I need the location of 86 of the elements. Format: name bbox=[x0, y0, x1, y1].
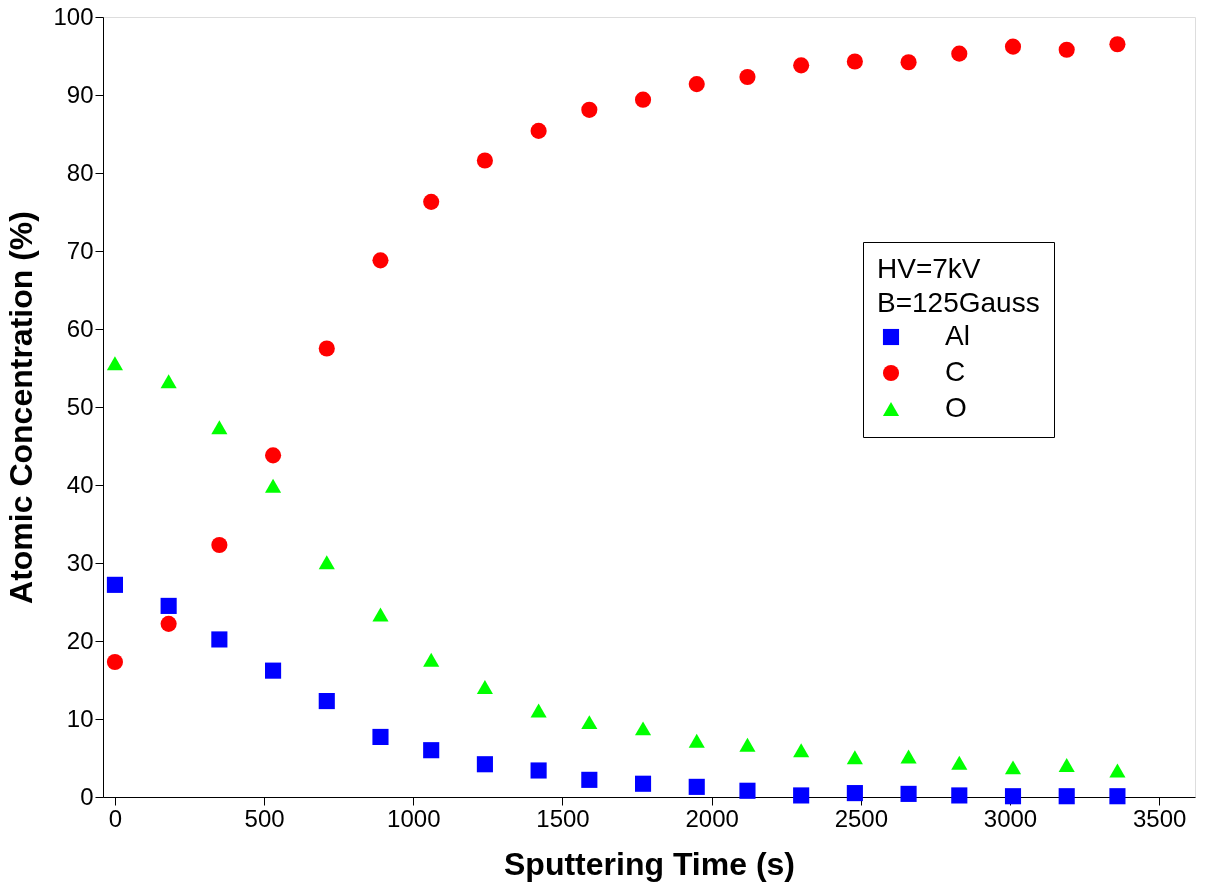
x-tick-label: 500 bbox=[244, 804, 285, 832]
point bbox=[476, 680, 493, 694]
x-tick-label: 1000 bbox=[387, 804, 441, 832]
point bbox=[1004, 38, 1022, 55]
point bbox=[372, 728, 389, 745]
point bbox=[1109, 763, 1126, 778]
y-tick-label: 0 bbox=[80, 782, 94, 810]
x-axis-title: Sputtering Time (s) bbox=[504, 845, 795, 882]
point bbox=[530, 703, 547, 718]
point bbox=[265, 478, 282, 493]
x-tick-label: 3500 bbox=[1133, 804, 1187, 832]
point bbox=[1058, 788, 1075, 805]
point bbox=[1058, 41, 1075, 58]
y-tick-label: 80 bbox=[66, 158, 94, 186]
text: HV=7kV bbox=[877, 253, 981, 284]
point bbox=[476, 152, 493, 169]
point bbox=[688, 733, 705, 748]
y-tick-label: 30 bbox=[66, 548, 94, 576]
x-tick-label: 2500 bbox=[834, 804, 889, 832]
point bbox=[739, 782, 756, 799]
legend-label: O bbox=[945, 392, 967, 423]
point bbox=[530, 762, 547, 779]
y-tick-label: 50 bbox=[66, 392, 94, 420]
point bbox=[1004, 760, 1022, 775]
point bbox=[634, 775, 652, 792]
point bbox=[951, 755, 968, 770]
point bbox=[372, 607, 389, 622]
point bbox=[900, 54, 917, 71]
y-axis-title: Atomic Concentration (%) bbox=[3, 211, 40, 604]
point bbox=[793, 743, 810, 758]
point bbox=[318, 555, 335, 570]
y-tick-label: 70 bbox=[66, 236, 94, 264]
point bbox=[318, 693, 335, 710]
point bbox=[318, 340, 335, 357]
point bbox=[688, 778, 705, 795]
point bbox=[106, 356, 123, 371]
y-tick-label: 20 bbox=[66, 626, 94, 654]
x-tick-label: 2000 bbox=[685, 804, 739, 832]
x-tick-label: 3000 bbox=[983, 804, 1038, 832]
point bbox=[951, 787, 968, 804]
y-tick-label: 10 bbox=[66, 704, 94, 732]
point bbox=[1109, 36, 1126, 53]
point bbox=[846, 785, 863, 802]
legend-label: C bbox=[945, 356, 966, 387]
point bbox=[793, 57, 810, 74]
point bbox=[423, 742, 440, 759]
point bbox=[106, 654, 123, 671]
point bbox=[634, 91, 652, 108]
point bbox=[739, 737, 756, 752]
point bbox=[846, 53, 863, 70]
point bbox=[160, 374, 177, 389]
point bbox=[846, 750, 863, 765]
point bbox=[160, 597, 177, 614]
point bbox=[1058, 758, 1075, 772]
point bbox=[634, 721, 652, 736]
x-tick-label: 1500 bbox=[536, 804, 590, 832]
y-tick-label: 40 bbox=[66, 470, 94, 498]
x-tick-label: 0 bbox=[108, 804, 123, 832]
point bbox=[372, 252, 389, 269]
point bbox=[476, 756, 493, 773]
point bbox=[900, 785, 917, 802]
point bbox=[265, 447, 282, 464]
y-tick-label: 100 bbox=[53, 2, 94, 30]
point bbox=[1109, 788, 1126, 805]
point bbox=[423, 652, 440, 667]
point bbox=[265, 662, 282, 679]
point bbox=[106, 576, 123, 593]
point bbox=[793, 787, 810, 804]
point bbox=[211, 420, 228, 435]
point bbox=[211, 537, 228, 554]
y-tick-label: 90 bbox=[66, 80, 94, 108]
point bbox=[530, 122, 547, 139]
point bbox=[1004, 788, 1022, 805]
legend-label: Al bbox=[945, 320, 970, 351]
point bbox=[739, 69, 756, 86]
point bbox=[951, 45, 968, 62]
y-tick-label: 60 bbox=[66, 314, 94, 342]
point bbox=[900, 749, 917, 764]
point bbox=[581, 101, 598, 118]
point bbox=[581, 771, 598, 788]
point bbox=[423, 193, 440, 210]
text: B=125Gauss bbox=[877, 287, 1040, 318]
point bbox=[688, 76, 705, 93]
point bbox=[160, 615, 177, 632]
point bbox=[581, 715, 598, 730]
point bbox=[211, 631, 228, 648]
